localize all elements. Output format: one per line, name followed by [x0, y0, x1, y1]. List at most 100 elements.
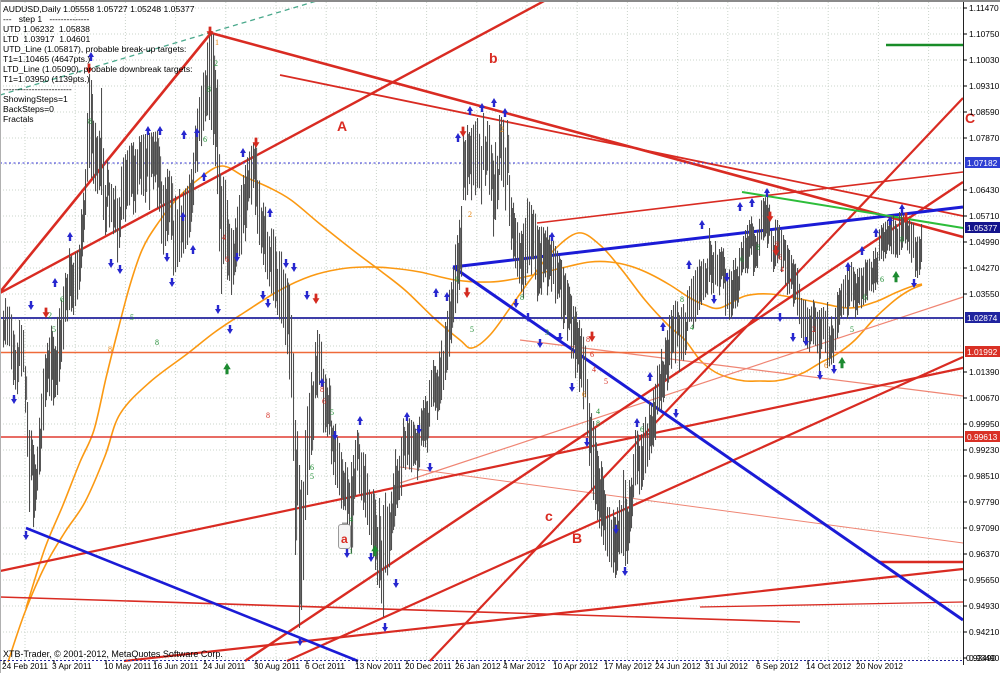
svg-text:0.94210: 0.94210: [969, 627, 1000, 637]
svg-text:2: 2: [500, 125, 504, 134]
svg-text:a: a: [341, 532, 348, 546]
svg-text:17 May 2012: 17 May 2012: [604, 661, 652, 671]
svg-text:UTD_Line (1.05817), probable b: UTD_Line (1.05817), probable break-up ta…: [3, 44, 186, 54]
svg-text:6 Oct 2011: 6 Oct 2011: [305, 661, 345, 671]
svg-text:20 Dec 2011: 20 Dec 2011: [405, 661, 452, 671]
svg-text:LTD 1.03917 1.04601: LTD 1.03917 1.04601: [3, 34, 90, 44]
svg-text:8: 8: [586, 335, 590, 344]
svg-text:2: 2: [812, 325, 816, 334]
svg-text:8: 8: [88, 117, 92, 126]
svg-text:8: 8: [680, 295, 684, 304]
svg-text:4: 4: [690, 323, 694, 332]
svg-text:--- step 1 --------------: --- step 1 --------------: [3, 14, 90, 24]
svg-text:8: 8: [756, 243, 760, 252]
svg-text:6: 6: [824, 361, 828, 370]
svg-text:5: 5: [850, 325, 854, 334]
svg-text:1.04990: 1.04990: [969, 237, 1000, 247]
svg-text:0.99230: 0.99230: [969, 445, 1000, 455]
svg-text:6: 6: [582, 390, 586, 399]
svg-text:0.98510: 0.98510: [969, 471, 1000, 481]
svg-text:6: 6: [60, 295, 64, 304]
svg-text:8: 8: [266, 411, 270, 420]
svg-text:10 May 2011: 10 May 2011: [104, 661, 152, 671]
svg-text:1.05377: 1.05377: [967, 223, 998, 233]
svg-text:1.01390: 1.01390: [969, 367, 1000, 377]
svg-text:13 Nov 2011: 13 Nov 2011: [355, 661, 402, 671]
svg-text:6: 6: [590, 350, 594, 359]
svg-text:24 Jun 2012: 24 Jun 2012: [655, 661, 701, 671]
svg-text:2: 2: [468, 210, 472, 219]
svg-text:XTB-Trader, © 2001-2012, MetaQ: XTB-Trader, © 2001-2012, MetaQuotes Soft…: [3, 649, 223, 659]
svg-text:1: 1: [349, 547, 353, 556]
svg-text:5: 5: [330, 408, 334, 417]
svg-text:8: 8: [596, 419, 600, 428]
svg-text:1.11470: 1.11470: [969, 3, 999, 13]
svg-text:8: 8: [108, 345, 112, 354]
svg-text:Fractals: Fractals: [3, 114, 34, 124]
svg-text:1.03550: 1.03550: [969, 289, 1000, 299]
svg-text:6: 6: [203, 135, 207, 144]
svg-text:1.05710: 1.05710: [969, 211, 1000, 221]
svg-text:A: A: [337, 118, 347, 134]
svg-text:3: 3: [545, 328, 549, 337]
svg-text:5: 5: [310, 472, 314, 481]
svg-text:6: 6: [778, 253, 782, 262]
svg-text:C: C: [965, 110, 975, 126]
svg-text:6: 6: [322, 397, 326, 406]
svg-text:ShowingSteps=1: ShowingSteps=1: [3, 94, 68, 104]
svg-text:10 Apr 2012: 10 Apr 2012: [553, 661, 598, 671]
svg-text:4: 4: [592, 365, 596, 374]
svg-text:0.93490: 0.93490: [966, 653, 996, 663]
svg-text:8: 8: [520, 293, 524, 302]
svg-text:4: 4: [222, 233, 226, 242]
svg-text:8: 8: [320, 385, 324, 394]
svg-text:1.08590: 1.08590: [969, 107, 1000, 117]
svg-text:0.99950: 0.99950: [969, 419, 1000, 429]
svg-text:1.00670: 1.00670: [969, 393, 1000, 403]
svg-text:8: 8: [900, 235, 904, 244]
svg-text:1.09310: 1.09310: [969, 81, 1000, 91]
svg-text:3 Apr 2011: 3 Apr 2011: [52, 661, 92, 671]
svg-text:LTD_Line (1.05090), probable d: LTD_Line (1.05090), probable downbreak t…: [3, 64, 193, 74]
svg-text:24 Feb 2011: 24 Feb 2011: [2, 661, 48, 671]
svg-text:14 Oct 2012: 14 Oct 2012: [806, 661, 852, 671]
svg-text:1.04270: 1.04270: [969, 263, 1000, 273]
svg-text:1.10750: 1.10750: [969, 29, 1000, 39]
svg-text:B: B: [572, 530, 582, 546]
svg-text:6: 6: [455, 275, 459, 284]
svg-text:6: 6: [310, 463, 314, 472]
svg-text:0.95650: 0.95650: [969, 575, 1000, 585]
svg-text:1: 1: [215, 38, 219, 47]
svg-text:2: 2: [214, 59, 218, 68]
svg-text:6 Sep 2012: 6 Sep 2012: [756, 661, 799, 671]
svg-text:1.02874: 1.02874: [967, 313, 998, 323]
svg-text:T1=1.03950 (1139pts.): T1=1.03950 (1139pts.): [3, 74, 90, 84]
svg-text:4 Mar 2012: 4 Mar 2012: [503, 661, 545, 671]
svg-text:20 Nov 2012: 20 Nov 2012: [856, 661, 903, 671]
svg-text:5: 5: [52, 325, 56, 334]
svg-text:8: 8: [775, 240, 779, 249]
svg-text:4: 4: [780, 265, 784, 274]
svg-text:1.07870: 1.07870: [969, 133, 1000, 143]
svg-text:0.97790: 0.97790: [969, 497, 1000, 507]
svg-text:6: 6: [640, 425, 644, 434]
svg-text:0.93490: 0.93490: [969, 653, 1000, 663]
svg-text:------------------------: ------------------------: [3, 84, 72, 94]
svg-text:4: 4: [349, 515, 353, 524]
svg-text:1.01992: 1.01992: [967, 347, 998, 357]
svg-text:8: 8: [207, 85, 211, 94]
svg-text:1.10030: 1.10030: [969, 55, 1000, 65]
svg-text:8: 8: [155, 338, 159, 347]
svg-text:UTD 1.06232 1.05838: UTD 1.06232 1.05838: [3, 24, 90, 34]
svg-text:6: 6: [863, 293, 867, 302]
svg-text:1.06430: 1.06430: [969, 185, 1000, 195]
svg-text:b: b: [489, 50, 498, 66]
svg-text:5: 5: [470, 325, 474, 334]
svg-text:2: 2: [48, 311, 52, 320]
svg-text:30 Aug 2011: 30 Aug 2011: [254, 661, 300, 671]
svg-text:4: 4: [596, 407, 600, 416]
svg-text:16 Jun 2011: 16 Jun 2011: [153, 661, 198, 671]
svg-text:1.07182: 1.07182: [967, 158, 998, 168]
svg-text:AUDUSD,Daily 1.05558 1.05727: AUDUSD,Daily 1.05558 1.05727 1.05248 1.0…: [3, 4, 195, 14]
svg-text:T1=1.10465 (4647pts.): T1=1.10465 (4647pts.): [3, 54, 90, 64]
